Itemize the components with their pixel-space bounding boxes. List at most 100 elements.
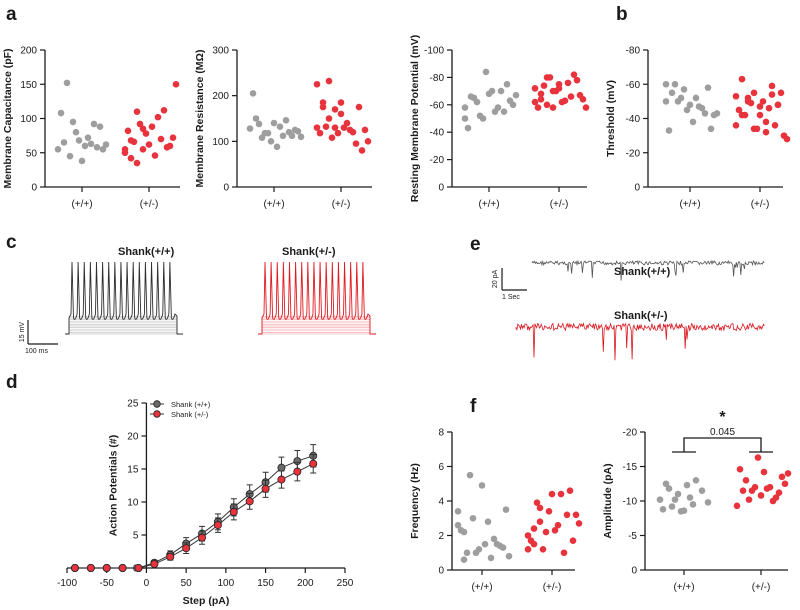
data-point-wt [686, 494, 694, 501]
data-point-het [334, 129, 342, 137]
data-point-wt [493, 540, 501, 548]
y-tick-label: -100 [424, 46, 444, 57]
data-point-het [331, 124, 339, 131]
data-point-het [172, 80, 180, 88]
y-axis-label: Membrane Capacitance (pF) [2, 48, 14, 188]
x-tick-label: (+/+) [471, 582, 492, 593]
data-point-het [741, 111, 749, 119]
y-tick-label: 0 [438, 183, 444, 194]
data-point-wt [96, 123, 104, 131]
y-axis-label: Membrane Resistance (MΩ) [194, 50, 206, 188]
x-tick-label: (+/-) [751, 199, 770, 210]
y-tick-label: 0 [438, 566, 444, 577]
chart-threshold: 0 -20 -40 -60 -80 Threshold (mV) (+/+) (+/-) [605, 46, 791, 210]
legend-marker [153, 410, 161, 418]
data-point-het [759, 98, 767, 105]
scale-label-pa: 20 pA [492, 270, 499, 289]
data-point-het [352, 140, 360, 147]
data-point-het [142, 130, 150, 137]
data-point-het [774, 101, 782, 109]
data-point-het [555, 80, 563, 88]
subthreshold-trace [65, 319, 183, 335]
y-tick-label: 20 [127, 432, 139, 443]
data-point-wt [466, 471, 474, 479]
data-point-wt [713, 110, 721, 117]
data-point-wt [277, 463, 286, 472]
data-point-het [536, 504, 544, 512]
y-tick-label: 100 [212, 137, 229, 148]
data-point-wt [457, 527, 465, 534]
data-point-het [551, 527, 559, 534]
subthreshold-trace [65, 328, 183, 335]
legend-label: Shank (+/-) [171, 410, 209, 419]
data-point-het [777, 89, 785, 97]
y-tick-label: 100 [20, 114, 37, 125]
data-point-het [567, 93, 575, 100]
data-point-het [148, 123, 156, 131]
data-point-wt [668, 89, 676, 97]
data-point-het [748, 487, 756, 494]
significance-bracket [672, 437, 773, 453]
data-point-het [361, 126, 369, 134]
data-point-wt [662, 80, 670, 88]
data-point-wt [460, 556, 468, 563]
data-point-het [182, 544, 191, 553]
y-tick-label: 0 [631, 566, 637, 577]
data-point-het [530, 540, 538, 548]
data-point-wt [704, 84, 712, 91]
y-tick-label: 6 [438, 462, 444, 473]
y-tick-label: -80 [626, 46, 641, 57]
data-point-het [70, 564, 79, 573]
y-tick-label: 4 [438, 497, 444, 508]
data-point-het [750, 125, 758, 133]
subthreshold-trace [258, 319, 376, 335]
trace-title-wt-e: Shank(+/+) [614, 266, 671, 278]
trace-title-wt-c: Shank(+/+) [118, 246, 175, 258]
panel-letter-d: d [6, 372, 18, 393]
y-tick-label: 0 [31, 183, 37, 194]
series-line-het [74, 463, 314, 569]
data-point-wt [665, 127, 673, 134]
y-axis-label: Threshold (mV) [605, 80, 617, 157]
data-point-het [340, 124, 348, 131]
x-tick-label: (+/+) [478, 199, 499, 210]
y-tick-label: 15 [127, 465, 139, 476]
x-tick-label: (+/-) [140, 199, 159, 210]
y-tick-label: 150 [20, 80, 37, 91]
data-point-het [772, 494, 780, 501]
data-point-wt [454, 508, 462, 515]
data-point-het [198, 533, 207, 542]
data-point-het [277, 475, 286, 484]
data-point-het [139, 146, 147, 153]
data-point-het [151, 152, 159, 159]
data-point-wt [276, 123, 284, 131]
data-point-wt [81, 142, 89, 150]
data-point-het [331, 106, 339, 113]
current-clamp-trace-het [258, 261, 376, 335]
data-point-wt [506, 97, 514, 104]
data-point-het [261, 484, 270, 493]
data-point-het [768, 82, 776, 90]
data-point-het [536, 518, 544, 525]
y-tick-label: -20 [626, 148, 641, 159]
data-point-wt [671, 80, 679, 88]
x-tick-label: 100 [218, 578, 235, 589]
data-point-het [309, 459, 318, 468]
data-point-het [572, 511, 580, 519]
voltage-clamp-trace-wt [531, 259, 765, 281]
y-tick-label: -60 [430, 100, 445, 111]
data-point-het [124, 127, 132, 135]
data-point-wt [454, 521, 462, 529]
subthreshold-trace [65, 325, 183, 335]
data-point-het [166, 142, 174, 150]
data-point-het [564, 79, 572, 87]
data-point-wt [659, 505, 667, 513]
data-point-het [229, 507, 238, 516]
data-point-wt [90, 120, 98, 128]
data-point-wt [469, 514, 477, 522]
data-point-het [781, 480, 789, 488]
data-point-het [576, 91, 584, 99]
data-point-wt [66, 152, 74, 160]
